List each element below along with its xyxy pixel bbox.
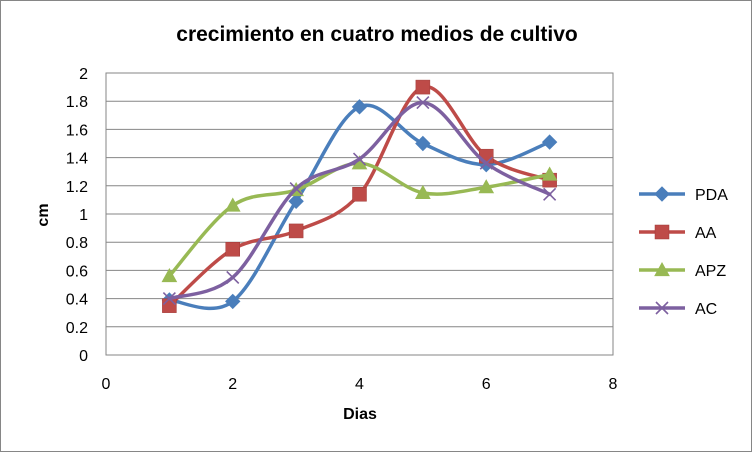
data-point-ac — [543, 187, 557, 201]
data-point-pda — [225, 293, 241, 310]
y-tick-label: 1 — [79, 207, 88, 224]
data-point-aa — [225, 242, 240, 257]
y-tick-label: 1.8 — [66, 94, 88, 111]
y-axis-label: cm — [35, 203, 52, 226]
series-line-apz — [167, 161, 552, 278]
x-tick-label: 2 — [228, 376, 237, 393]
series-layer — [161, 79, 558, 313]
series-pda — [161, 99, 558, 311]
x-tick-label: 0 — [102, 376, 111, 393]
series-apz — [161, 155, 558, 283]
x-tick-label: 6 — [482, 376, 491, 393]
y-tick-label: 2 — [79, 66, 88, 83]
legend-label-pda: PDA — [695, 187, 728, 204]
chart-title: crecimiento en cuatro medios de cultivo — [176, 23, 577, 46]
series-ac — [162, 96, 557, 306]
x-axis-ticks: 0 2 4 6 8 — [102, 376, 618, 393]
legend-label-aa: AA — [695, 225, 717, 242]
data-point-aa — [288, 223, 304, 239]
data-point-ac — [352, 152, 367, 166]
data-point-apz — [161, 268, 178, 283]
legend: PDA AA APZ AC — [639, 186, 728, 318]
y-tick-label: 1.6 — [66, 122, 88, 139]
y-tick-label: 0 — [79, 348, 88, 365]
data-point-aa — [352, 187, 367, 202]
data-point-pda — [415, 135, 431, 152]
legend-label-apz: APZ — [695, 263, 726, 280]
legend-marker-pda — [654, 186, 670, 202]
plot-area — [105, 72, 614, 356]
grid-lines — [106, 72, 613, 356]
y-tick-label: 0.2 — [66, 320, 88, 337]
y-tick-label: 0.8 — [66, 235, 88, 252]
data-point-aa — [162, 298, 177, 313]
data-point-apz — [541, 166, 558, 181]
data-point-pda — [351, 99, 368, 115]
data-point-apz — [478, 179, 495, 194]
data-point-apz — [224, 197, 241, 212]
y-tick-label: 1.2 — [66, 179, 88, 196]
data-point-pda — [288, 193, 304, 210]
legend-item-aa: AA — [639, 224, 717, 242]
legend-marker-aa — [654, 224, 670, 240]
data-point-ac — [416, 96, 430, 110]
legend-label-ac: AC — [695, 301, 717, 318]
series-aa — [162, 79, 557, 313]
data-point-ac — [479, 156, 493, 170]
y-tick-label: 0.6 — [66, 263, 88, 280]
legend-marker-apz — [654, 261, 670, 277]
x-tick-label: 8 — [609, 376, 618, 393]
data-point-aa — [415, 79, 431, 95]
legend-item-pda: PDA — [639, 186, 728, 204]
y-tick-label: 1.4 — [66, 151, 88, 168]
data-point-apz — [415, 184, 431, 199]
x-axis-label: Dias — [343, 406, 377, 423]
legend-item-apz: APZ — [639, 261, 726, 280]
y-axis-ticks: 0 0.2 0.4 0.6 0.8 1 1.2 1.4 1.6 1.8 2 — [66, 66, 88, 365]
legend-item-ac: AC — [639, 301, 717, 318]
data-point-pda — [541, 134, 558, 150]
y-tick-label: 0.4 — [66, 292, 88, 309]
series-line-pda — [167, 103, 552, 311]
data-point-ac — [226, 270, 240, 285]
data-point-ac — [162, 292, 176, 306]
data-point-ac — [289, 182, 303, 196]
x-tick-label: 4 — [355, 376, 364, 393]
legend-marker-ac — [655, 301, 669, 315]
